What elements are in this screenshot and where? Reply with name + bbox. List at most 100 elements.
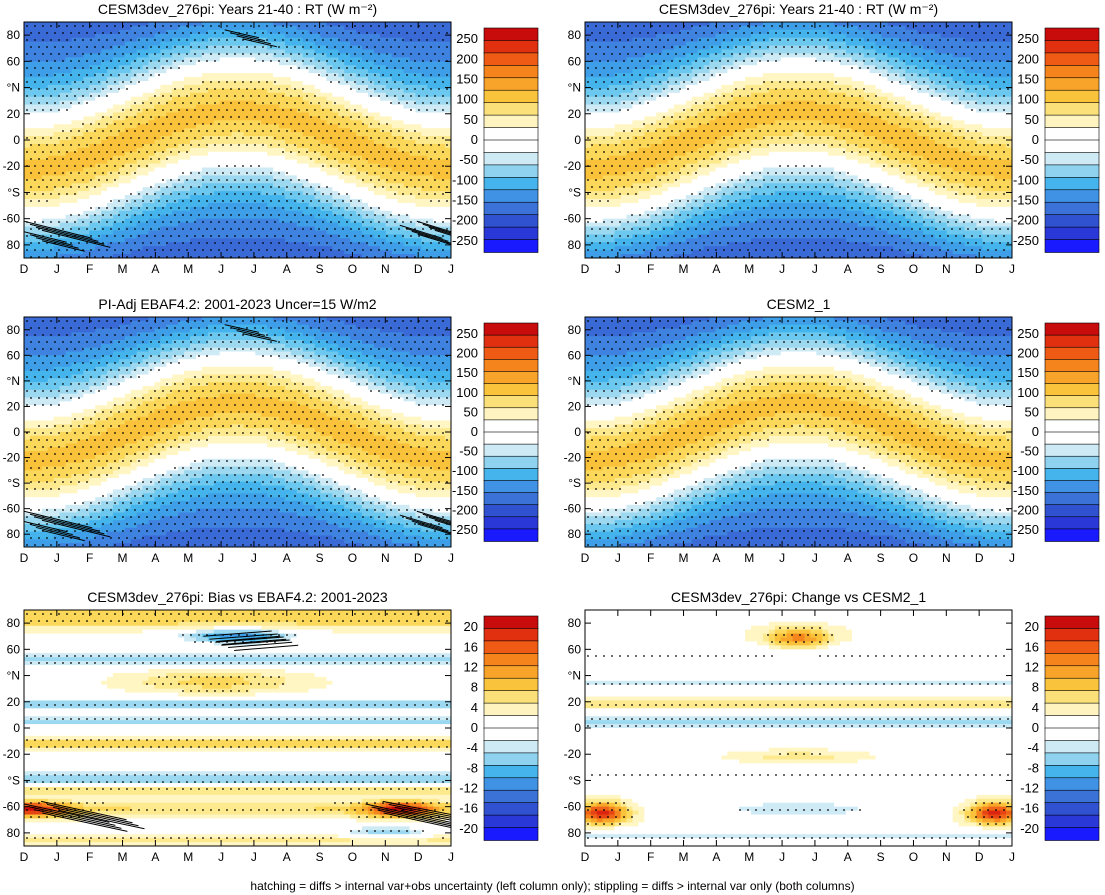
heatmap-cell	[267, 218, 274, 224]
heatmap-cell	[356, 222, 363, 228]
stipple-dot	[354, 123, 356, 125]
heatmap-cell	[344, 57, 351, 62]
heatmap-cell	[148, 234, 156, 239]
heatmap-cell	[83, 112, 90, 117]
stipple-dot	[26, 25, 28, 27]
heatmap-cell	[184, 29, 191, 35]
stipple-dot	[318, 116, 320, 118]
stipple-dot	[110, 60, 112, 62]
heatmap-cell	[385, 132, 393, 137]
heatmap-cell	[445, 175, 451, 180]
heatmap-cell	[219, 53, 227, 58]
stipple-dot	[266, 95, 268, 97]
heatmap-cell	[445, 57, 451, 62]
heatmap-cell	[35, 104, 43, 110]
stipple-dot	[94, 46, 96, 48]
heatmap-cell	[439, 143, 446, 149]
heatmap-cell	[160, 222, 167, 228]
heatmap-cell	[95, 183, 102, 188]
heatmap-cell	[433, 155, 440, 161]
heatmap-cell	[373, 191, 381, 196]
heatmap-cell	[279, 171, 286, 176]
heatmap-cell	[344, 84, 351, 90]
heatmap-cell	[201, 179, 209, 184]
heatmap-cell	[379, 61, 387, 66]
heatmap-cell	[71, 81, 78, 86]
heatmap-cell	[237, 210, 245, 216]
heatmap-cell	[124, 112, 132, 117]
heatmap-cell	[148, 254, 156, 258]
heatmap-cell	[308, 195, 316, 200]
heatmap-cell	[148, 183, 156, 188]
heatmap-cell	[24, 187, 31, 192]
heatmap-cell	[59, 206, 67, 212]
heatmap-cell	[391, 53, 399, 58]
heatmap-cell	[142, 45, 150, 51]
heatmap-cell	[338, 57, 345, 62]
heatmap-cell	[367, 147, 375, 153]
heatmap-cell	[29, 175, 37, 180]
heatmap-cell	[267, 61, 274, 66]
stipple-dot	[382, 88, 384, 90]
heatmap-cell	[112, 29, 120, 35]
heatmap-cell	[207, 250, 215, 255]
stipple-dot	[198, 102, 200, 104]
heatmap-cell	[379, 147, 387, 153]
heatmap-cell	[29, 92, 37, 98]
heatmap-cell	[320, 187, 328, 192]
heatmap-cell	[35, 65, 43, 70]
heatmap-cell	[255, 214, 262, 220]
heatmap-cell	[367, 81, 375, 86]
heatmap-cell	[130, 41, 138, 47]
heatmap-cell	[391, 77, 399, 82]
heatmap-cell	[107, 45, 114, 51]
heatmap-cell	[53, 214, 61, 220]
stipple-dot	[110, 116, 112, 118]
heatmap-cell	[112, 206, 120, 212]
heatmap-cell	[201, 100, 209, 106]
stipple-dot	[54, 46, 56, 48]
heatmap-cell	[409, 132, 417, 137]
heatmap-cell	[427, 61, 434, 66]
heatmap-cell	[379, 112, 387, 117]
heatmap-cell	[148, 155, 156, 161]
heatmap-cell	[302, 116, 310, 121]
heatmap-cell	[296, 49, 304, 55]
heatmap-cell	[367, 199, 375, 204]
heatmap-cell	[41, 69, 49, 74]
heatmap-cell	[83, 49, 90, 55]
stipple-dot	[266, 39, 268, 41]
heatmap-cell	[190, 22, 197, 27]
heatmap-cell	[178, 140, 185, 145]
heatmap-cell	[154, 41, 161, 47]
stipple-dot	[254, 88, 256, 90]
heatmap-cell	[195, 214, 203, 220]
heatmap-cell	[101, 143, 108, 149]
heatmap-cell	[409, 175, 417, 180]
heatmap-cell	[296, 128, 304, 133]
heatmap-cell	[344, 147, 351, 153]
heatmap-cell	[142, 167, 150, 173]
heatmap-cell	[273, 69, 280, 74]
heatmap-cell	[332, 175, 339, 180]
heatmap-cell	[445, 53, 451, 58]
heatmap-cell	[231, 210, 239, 216]
stipple-dot	[110, 74, 112, 76]
heatmap-cell	[154, 230, 161, 235]
stipple-dot	[178, 25, 180, 27]
heatmap-cell	[385, 45, 393, 51]
heatmap-cell	[95, 116, 102, 121]
heatmap-cell	[391, 84, 399, 90]
heatmap-cell	[112, 69, 120, 74]
heatmap-cell	[89, 41, 96, 47]
stipple-dot	[30, 46, 32, 48]
heatmap-cell	[332, 88, 339, 94]
heatmap-cell	[112, 96, 120, 102]
heatmap-cell	[427, 155, 434, 161]
heatmap-cell	[184, 254, 191, 258]
heatmap-cell	[320, 124, 328, 129]
heatmap-cell	[279, 116, 286, 121]
heatmap-cell	[101, 147, 108, 153]
heatmap-cell	[296, 230, 304, 235]
stipple-dot	[86, 88, 88, 90]
